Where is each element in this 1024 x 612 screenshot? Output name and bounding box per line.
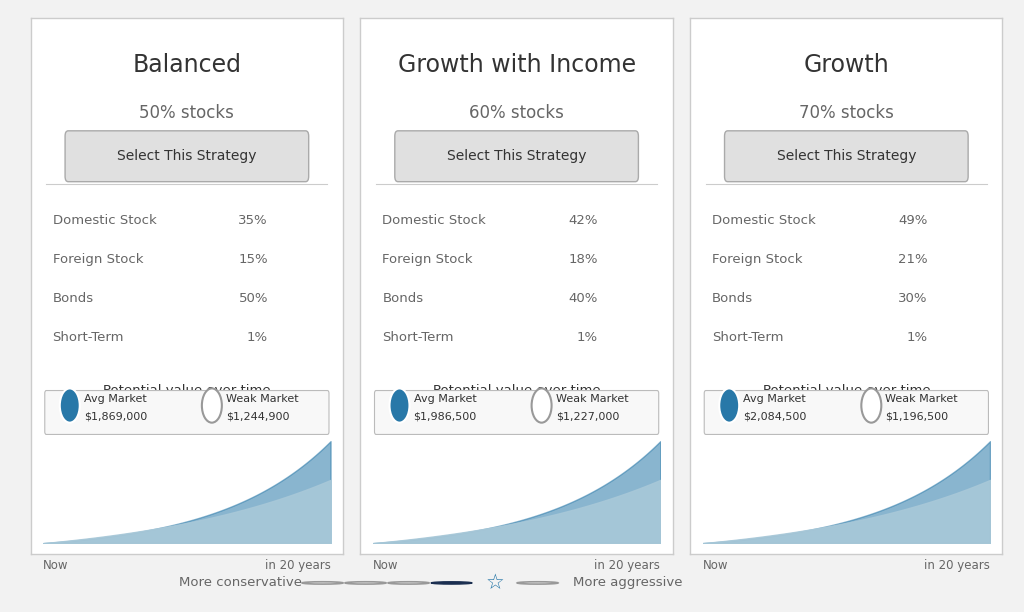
Text: Short-Term: Short-Term	[712, 331, 783, 344]
Text: Bonds: Bonds	[382, 292, 424, 305]
Text: Bonds: Bonds	[712, 292, 754, 305]
Text: Select This Strategy: Select This Strategy	[776, 149, 916, 163]
Text: Now: Now	[702, 559, 728, 572]
Text: Domestic Stock: Domestic Stock	[52, 214, 157, 227]
Text: in 20 years: in 20 years	[264, 559, 331, 572]
Text: Domestic Stock: Domestic Stock	[712, 214, 816, 227]
Text: Domestic Stock: Domestic Stock	[382, 214, 486, 227]
Text: 1%: 1%	[577, 331, 598, 344]
Circle shape	[389, 389, 410, 423]
FancyBboxPatch shape	[705, 390, 988, 435]
Text: in 20 years: in 20 years	[924, 559, 990, 572]
Text: Now: Now	[43, 559, 69, 572]
Circle shape	[531, 389, 552, 423]
Text: Select This Strategy: Select This Strategy	[446, 149, 587, 163]
Text: $1,227,000: $1,227,000	[556, 412, 620, 422]
Text: 50% stocks: 50% stocks	[139, 104, 234, 122]
Text: 50%: 50%	[239, 292, 268, 305]
Text: Short-Term: Short-Term	[382, 331, 454, 344]
Text: More aggressive: More aggressive	[573, 577, 683, 589]
Text: Balanced: Balanced	[132, 53, 242, 77]
FancyBboxPatch shape	[725, 131, 968, 182]
Text: $2,084,500: $2,084,500	[743, 412, 807, 422]
Circle shape	[431, 582, 472, 584]
Text: 15%: 15%	[239, 253, 268, 266]
Text: $1,869,000: $1,869,000	[84, 412, 147, 422]
Circle shape	[202, 389, 222, 423]
Text: 21%: 21%	[898, 253, 928, 266]
Text: Bonds: Bonds	[52, 292, 94, 305]
Text: Weak Market: Weak Market	[556, 394, 629, 404]
FancyBboxPatch shape	[395, 131, 638, 182]
Circle shape	[861, 389, 882, 423]
Text: More conservative: More conservative	[179, 577, 302, 589]
Text: 42%: 42%	[568, 214, 598, 227]
Text: 30%: 30%	[898, 292, 928, 305]
Text: 49%: 49%	[898, 214, 928, 227]
Text: ☆: ☆	[485, 573, 504, 593]
Text: Foreign Stock: Foreign Stock	[382, 253, 473, 266]
Text: 60% stocks: 60% stocks	[469, 104, 564, 122]
Text: Avg Market: Avg Market	[743, 394, 806, 404]
Circle shape	[719, 389, 739, 423]
Text: Growth: Growth	[804, 53, 889, 77]
Text: $1,196,500: $1,196,500	[886, 412, 948, 422]
Text: Potential value over time: Potential value over time	[763, 384, 930, 397]
FancyBboxPatch shape	[45, 390, 329, 435]
Text: Select This Strategy: Select This Strategy	[117, 149, 257, 163]
Text: in 20 years: in 20 years	[594, 559, 660, 572]
FancyBboxPatch shape	[375, 390, 658, 435]
Text: Weak Market: Weak Market	[886, 394, 958, 404]
Text: $1,986,500: $1,986,500	[414, 412, 477, 422]
Circle shape	[59, 389, 80, 423]
FancyBboxPatch shape	[66, 131, 308, 182]
Text: Foreign Stock: Foreign Stock	[52, 253, 143, 266]
Text: 18%: 18%	[568, 253, 598, 266]
Text: Potential value over time: Potential value over time	[103, 384, 270, 397]
Text: 40%: 40%	[568, 292, 598, 305]
Text: Potential value over time: Potential value over time	[433, 384, 600, 397]
Text: 1%: 1%	[906, 331, 928, 344]
Text: 35%: 35%	[239, 214, 268, 227]
Text: Avg Market: Avg Market	[84, 394, 146, 404]
Text: Growth with Income: Growth with Income	[397, 53, 636, 77]
Text: Weak Market: Weak Market	[226, 394, 299, 404]
Text: Foreign Stock: Foreign Stock	[712, 253, 803, 266]
Text: 70% stocks: 70% stocks	[799, 104, 894, 122]
Text: Now: Now	[373, 559, 398, 572]
Text: $1,244,900: $1,244,900	[226, 412, 290, 422]
Text: 1%: 1%	[247, 331, 268, 344]
Text: Avg Market: Avg Market	[414, 394, 476, 404]
Text: Short-Term: Short-Term	[52, 331, 124, 344]
